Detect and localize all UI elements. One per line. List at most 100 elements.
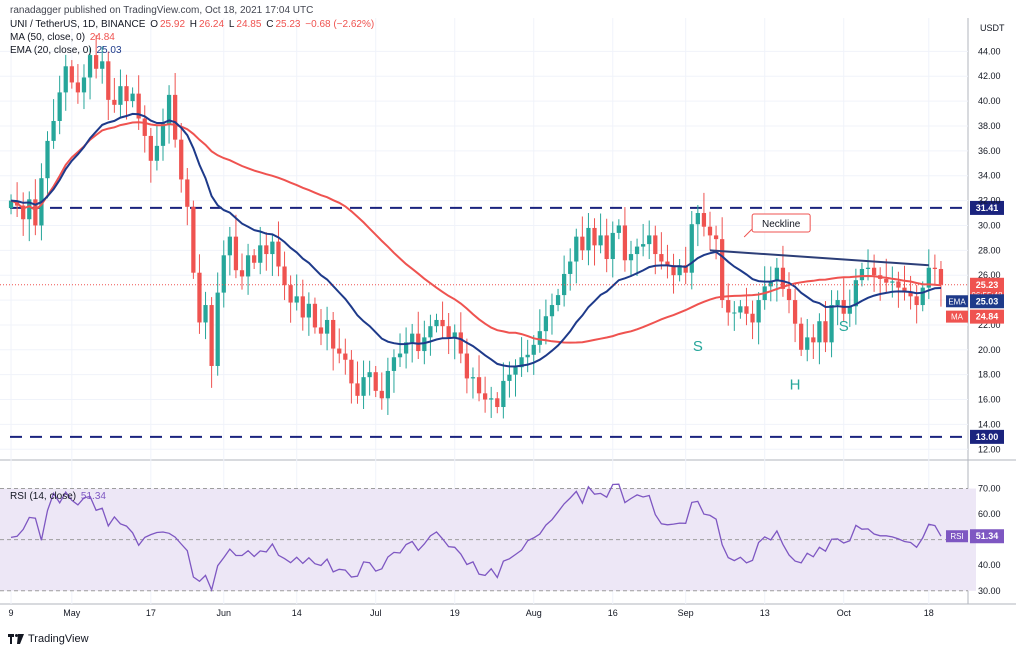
candle-body bbox=[209, 305, 214, 366]
candle-body bbox=[312, 303, 318, 328]
symbol-title[interactable]: UNI / TetherUS, 1D, BINANCE bbox=[10, 19, 146, 30]
candle-body bbox=[786, 288, 792, 301]
candle-body bbox=[136, 93, 141, 119]
candle-body bbox=[543, 316, 549, 332]
pattern-label: S bbox=[839, 318, 849, 335]
candle-body bbox=[397, 353, 403, 358]
candle-body bbox=[318, 327, 324, 334]
candle-body bbox=[592, 227, 597, 246]
candle-body bbox=[750, 313, 755, 323]
currency-label[interactable]: USDT bbox=[980, 23, 1005, 33]
candle-body bbox=[586, 227, 591, 251]
ema-badge-tag-label: EMA bbox=[948, 297, 966, 306]
rsi-badge-value-text: 51.34 bbox=[976, 531, 999, 541]
candle-body bbox=[373, 372, 378, 391]
candle-body bbox=[27, 199, 32, 220]
candle-body bbox=[154, 145, 160, 161]
time-tick-label: Jul bbox=[370, 608, 382, 618]
price-tick-label: 12.00 bbox=[978, 444, 1001, 454]
low-label: L bbox=[228, 19, 235, 30]
time-tick-label: 16 bbox=[608, 608, 618, 618]
candle-body bbox=[258, 245, 263, 263]
candle-body bbox=[732, 312, 737, 314]
candle-body bbox=[94, 55, 99, 69]
rsi-legend[interactable]: RSI (14, close) 51.34 bbox=[10, 491, 108, 503]
candle-body bbox=[239, 270, 245, 277]
candle-body bbox=[817, 321, 822, 343]
candle-body bbox=[227, 236, 232, 256]
ema-badge-value-text: 25.03 bbox=[976, 296, 999, 306]
candle-body bbox=[452, 332, 457, 338]
candle-body bbox=[410, 333, 415, 343]
candle-body bbox=[428, 326, 433, 338]
candle-body bbox=[270, 241, 275, 255]
candle-body bbox=[920, 287, 925, 306]
candle-body bbox=[713, 235, 719, 240]
candle-body bbox=[118, 86, 123, 105]
candle-body bbox=[148, 135, 153, 161]
close-value: 25.23 bbox=[275, 19, 301, 30]
candle-body bbox=[446, 326, 451, 338]
candle-body bbox=[221, 255, 226, 293]
neckline-callout-text: Neckline bbox=[762, 219, 801, 230]
tradingview-logo[interactable]: TradingView bbox=[8, 633, 89, 645]
time-tick-label: 14 bbox=[292, 608, 302, 618]
candle-body bbox=[476, 377, 482, 394]
candle-body bbox=[470, 377, 476, 379]
candle-body bbox=[185, 179, 190, 207]
rsi-tick-label: 70.00 bbox=[978, 484, 1001, 494]
ma-legend[interactable]: MA (50, close, 0) 24.84 bbox=[10, 32, 117, 44]
candle-body bbox=[385, 370, 390, 399]
candle-body bbox=[233, 236, 239, 271]
candle-body bbox=[349, 359, 354, 384]
ema-legend-value: 25.03 bbox=[96, 45, 122, 56]
candle-body bbox=[324, 319, 330, 334]
ema-badge-value-box bbox=[970, 294, 1004, 309]
candle-body bbox=[252, 255, 257, 263]
price-tick-label: 20.00 bbox=[978, 345, 1001, 355]
price-tick-label: 32.00 bbox=[978, 196, 1001, 206]
candle-body bbox=[482, 393, 488, 400]
candle-body bbox=[610, 232, 615, 260]
low-value: 24.85 bbox=[236, 19, 262, 30]
ma-line bbox=[0, 112, 968, 368]
candle-body bbox=[823, 321, 828, 343]
candle-body bbox=[926, 267, 931, 288]
rsi-line bbox=[10, 483, 942, 593]
ema-legend[interactable]: EMA (20, close, 0) 25.03 bbox=[10, 45, 124, 57]
rsi-badge-value-box bbox=[970, 529, 1004, 544]
candle-body bbox=[391, 357, 397, 371]
candle-body bbox=[531, 344, 536, 355]
candle-body bbox=[434, 319, 439, 327]
candle-body bbox=[829, 305, 834, 343]
candle-body bbox=[166, 94, 172, 124]
candle-body bbox=[756, 300, 761, 323]
candle-body bbox=[282, 266, 287, 286]
candle-body bbox=[622, 225, 628, 261]
candle-body bbox=[294, 296, 299, 303]
ma-50-line bbox=[10, 121, 942, 344]
price-tick-label: 16.00 bbox=[978, 395, 1001, 405]
candle-body bbox=[215, 292, 220, 366]
candle-body bbox=[8, 200, 14, 209]
candle-body bbox=[847, 306, 852, 314]
candle-body bbox=[21, 205, 26, 220]
candle-body bbox=[464, 353, 470, 379]
candle-body bbox=[671, 265, 676, 276]
candle-body bbox=[361, 377, 366, 396]
candle-body bbox=[87, 55, 93, 78]
candle-body bbox=[495, 398, 500, 408]
candle-body bbox=[403, 342, 409, 354]
publisher-text: ranadagger published on TradingView.com,… bbox=[10, 5, 314, 16]
open-value: 25.92 bbox=[159, 19, 186, 30]
candles bbox=[8, 34, 944, 419]
candle-body bbox=[264, 245, 269, 255]
candle-body bbox=[51, 120, 56, 141]
last-price-value: 25.23 bbox=[976, 280, 999, 290]
candle-body bbox=[337, 348, 342, 354]
candle-body bbox=[422, 337, 427, 352]
candle-body bbox=[604, 235, 609, 260]
